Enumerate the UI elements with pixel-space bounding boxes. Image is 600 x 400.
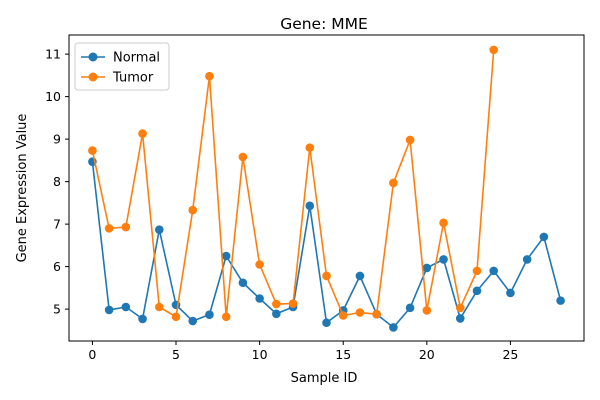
data-point-tumor — [171, 312, 181, 322]
data-point-normal — [121, 302, 131, 312]
data-point-normal — [138, 314, 147, 324]
data-point-normal — [439, 255, 448, 264]
data-point-normal — [221, 251, 231, 261]
data-point-tumor — [255, 260, 264, 269]
data-point-tumor — [121, 222, 131, 232]
plot-frame — [68, 34, 585, 342]
legend-marker-normal — [88, 52, 98, 62]
y-tick-label: 7 — [53, 217, 61, 232]
data-point-tumor — [405, 135, 415, 145]
data-point-normal — [188, 316, 198, 326]
x-tick-label: 5 — [172, 347, 180, 362]
data-point-normal — [154, 225, 164, 234]
series-line-normal — [91, 161, 562, 329]
data-point-normal — [238, 278, 248, 288]
data-point-tumor — [322, 271, 331, 281]
data-point-tumor — [238, 152, 248, 162]
y-axis: 5 6 7 8 9 10 11 — [45, 47, 69, 317]
data-point-tumor — [188, 205, 198, 215]
legend-marker-tumor — [88, 72, 98, 82]
legend-box — [74, 42, 170, 91]
series-layer — [88, 45, 565, 332]
legend-label-normal: Normal — [113, 51, 160, 66]
data-point-normal — [489, 266, 499, 276]
data-point-tumor — [205, 71, 214, 81]
y-tick-label: 10 — [45, 89, 61, 104]
x-tick-label: 15 — [335, 347, 351, 362]
data-point-normal — [322, 318, 331, 328]
data-point-normal — [472, 286, 482, 296]
data-point-tumor — [355, 308, 365, 317]
data-point-normal — [506, 288, 515, 298]
data-point-normal — [455, 314, 465, 323]
data-point-tumor — [389, 178, 398, 188]
data-point-tumor — [472, 266, 482, 276]
data-point-tumor — [422, 306, 432, 315]
data-point-tumor — [372, 309, 381, 319]
data-point-tumor — [338, 311, 348, 320]
data-point-normal — [522, 255, 532, 264]
data-point-normal — [389, 323, 398, 332]
x-tick-label: 10 — [252, 347, 268, 362]
data-point-normal — [355, 271, 365, 281]
data-point-normal — [556, 296, 565, 305]
data-point-tumor — [288, 299, 298, 308]
legend: Normal Tumor — [74, 42, 170, 91]
x-axis-label: Sample ID — [291, 371, 358, 386]
x-axis: 0 5 10 15 20 25 — [88, 341, 518, 362]
data-point-normal — [422, 263, 432, 273]
y-axis-label: Gene Expression Value — [15, 114, 30, 263]
y-tick-label: 5 — [53, 302, 61, 317]
data-point-tumor — [272, 299, 281, 309]
data-point-tumor — [154, 302, 164, 312]
data-point-tumor — [138, 129, 147, 138]
data-point-tumor — [88, 146, 97, 155]
data-point-tumor — [439, 218, 448, 228]
data-point-normal — [104, 305, 114, 315]
y-tick-label: 11 — [45, 47, 61, 62]
data-point-normal — [205, 310, 214, 319]
y-tick-label: 8 — [53, 174, 61, 189]
chart-title: Gene: MME — [280, 15, 368, 33]
data-point-tumor — [104, 224, 114, 233]
y-tick-label: 6 — [53, 259, 61, 274]
x-tick-label: 25 — [502, 347, 518, 362]
data-point-normal — [255, 294, 264, 303]
data-point-tumor — [455, 303, 465, 313]
data-point-tumor — [489, 45, 499, 55]
y-tick-label: 9 — [53, 132, 61, 147]
x-tick-label: 0 — [88, 347, 96, 362]
data-point-normal — [405, 303, 415, 313]
data-point-tumor — [305, 143, 315, 152]
data-point-normal — [305, 201, 315, 211]
data-point-tumor — [221, 312, 231, 322]
data-point-normal — [539, 232, 549, 242]
legend-label-tumor: Tumor — [112, 71, 154, 86]
x-tick-label: 20 — [419, 347, 435, 362]
data-point-normal — [272, 309, 281, 319]
